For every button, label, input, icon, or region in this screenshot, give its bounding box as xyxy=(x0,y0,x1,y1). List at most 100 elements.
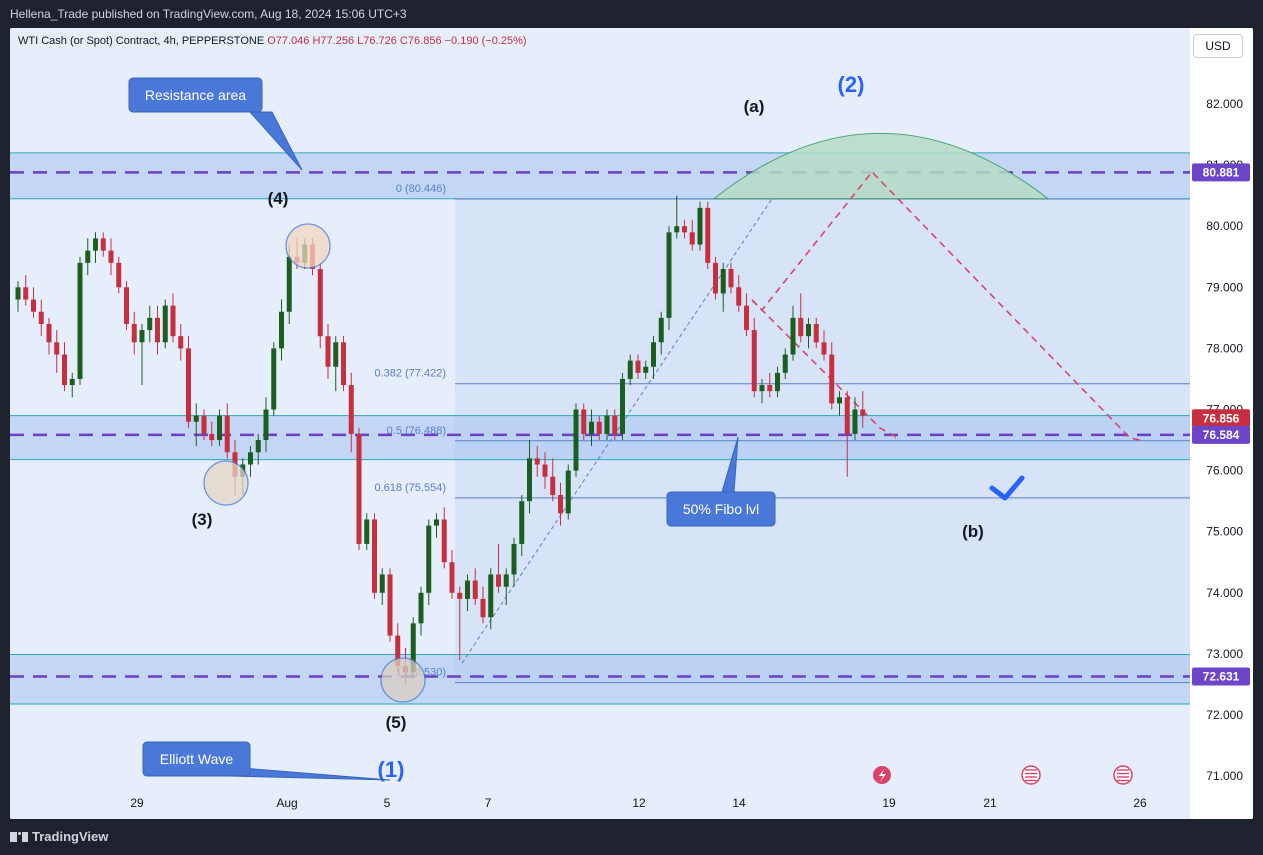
price-badge-value: 76.856 xyxy=(1203,411,1240,425)
candle-body xyxy=(364,519,370,544)
candle-body xyxy=(434,519,439,526)
candle-body xyxy=(54,342,60,355)
tradingview-logo-icon xyxy=(10,832,28,842)
pivot-highlight-circle xyxy=(380,657,426,703)
candle-body xyxy=(379,574,385,593)
candle-body xyxy=(534,458,540,465)
y-axis-tick-label: 78.000 xyxy=(1206,341,1243,355)
currency-button[interactable]: USD xyxy=(1193,34,1243,58)
x-axis-tick-label: 14 xyxy=(732,796,746,810)
candle-body xyxy=(550,476,556,496)
candle-body xyxy=(658,317,664,343)
callout-label: 50% Fibo lvl xyxy=(683,501,759,517)
open-value: O77.046 xyxy=(267,35,310,47)
tradingview-brand: TradingView xyxy=(32,829,109,844)
candle-body xyxy=(248,452,253,465)
candle-body xyxy=(186,348,191,422)
price-chart[interactable]: 0 (80.446)0.382 (77.422)0.5 (76.488)0.61… xyxy=(10,28,1253,819)
x-axis-tick-label: 7 xyxy=(485,796,492,810)
candle-body xyxy=(93,238,98,251)
candle-body xyxy=(829,354,835,404)
candle-body xyxy=(372,519,377,593)
y-axis-tick-label: 79.000 xyxy=(1206,280,1243,294)
callout-label: Elliott Wave xyxy=(160,751,234,767)
candle-body xyxy=(69,378,75,386)
candle-body xyxy=(604,415,610,434)
y-axis-tick-label: 75.000 xyxy=(1206,525,1243,539)
candle-body xyxy=(558,495,563,514)
candle-body xyxy=(457,592,463,599)
candle-body xyxy=(449,562,455,593)
y-axis-tick-label: 71.000 xyxy=(1206,769,1243,783)
candle-body xyxy=(85,250,91,263)
candle-body xyxy=(333,342,339,367)
candle-body xyxy=(279,311,284,349)
us-flag-event-icon xyxy=(1113,765,1133,785)
candle-body xyxy=(387,574,393,636)
price-badge-value: 72.631 xyxy=(1203,669,1240,683)
candle-body xyxy=(395,635,401,667)
candle-body xyxy=(651,342,656,367)
x-axis-tick-label: 19 xyxy=(882,796,896,810)
candle-body xyxy=(860,409,866,416)
candle-body xyxy=(255,440,261,453)
candle-body xyxy=(124,287,129,324)
candle-body xyxy=(496,574,501,587)
candle-body xyxy=(852,409,858,434)
candle-body xyxy=(286,256,292,312)
candle-body xyxy=(116,262,122,288)
pivot-highlight-circle xyxy=(285,223,331,269)
candle-body xyxy=(527,458,532,502)
candle-body xyxy=(139,330,145,343)
projected-path-line xyxy=(751,299,902,439)
candle-body xyxy=(581,409,587,434)
callout-box xyxy=(128,77,263,113)
candle-body xyxy=(155,317,160,343)
candle-body xyxy=(77,262,83,379)
projected-path-line xyxy=(751,170,1141,441)
candle-body xyxy=(697,207,703,245)
elliott-wave-label: (5) xyxy=(386,713,407,732)
y-axis-tick-label: 76.000 xyxy=(1206,464,1243,478)
candle-body xyxy=(348,385,354,434)
candle-body xyxy=(837,397,842,404)
tradingview-logo[interactable]: TradingView xyxy=(10,829,108,844)
candle-body xyxy=(790,317,796,355)
candle-body xyxy=(674,226,680,233)
chart-frame[interactable]: 0 (80.446) 0.382 (77.422) 0.5 (76.488) 0.61… xyxy=(10,28,1253,819)
candle-body xyxy=(472,580,478,599)
us-flag-event-icon xyxy=(1021,765,1041,785)
footer-bar: TradingView xyxy=(0,819,1263,855)
price-badge xyxy=(1192,163,1250,182)
lightning-icon xyxy=(879,769,886,782)
candle-body xyxy=(263,409,269,441)
candle-body xyxy=(565,470,571,514)
x-axis-tick-label: 5 xyxy=(384,796,391,810)
candle-body xyxy=(170,305,176,337)
publish-header: Hellena_Trade published on TradingView.c… xyxy=(0,0,1263,28)
candle-body xyxy=(31,299,36,312)
candle-body xyxy=(503,574,509,587)
candle-body xyxy=(325,336,331,367)
resistance-arc xyxy=(712,132,1050,200)
x-axis-tick-label: Aug xyxy=(276,796,297,810)
candle-body xyxy=(751,330,757,392)
elliott-wave-label: (4) xyxy=(268,189,289,208)
y-axis-tick-label: 73.000 xyxy=(1206,647,1243,661)
y-axis-tick-label: 74.000 xyxy=(1206,586,1243,600)
candle-body xyxy=(178,336,184,349)
candle-body xyxy=(612,415,618,434)
candle-body xyxy=(217,415,222,441)
x-axis-tick-label: 21 xyxy=(983,796,997,810)
candle-body xyxy=(705,207,711,263)
candle-body xyxy=(542,464,548,477)
candle-body xyxy=(620,378,625,434)
major-wave-label: (1) xyxy=(378,757,405,782)
callout-box xyxy=(142,741,251,777)
candle-body xyxy=(643,366,649,373)
candle-body xyxy=(519,501,525,544)
candle-body xyxy=(410,623,416,673)
candle-body xyxy=(511,543,517,575)
x-axis-tick-label: 26 xyxy=(1133,796,1147,810)
candle-body xyxy=(798,317,804,337)
